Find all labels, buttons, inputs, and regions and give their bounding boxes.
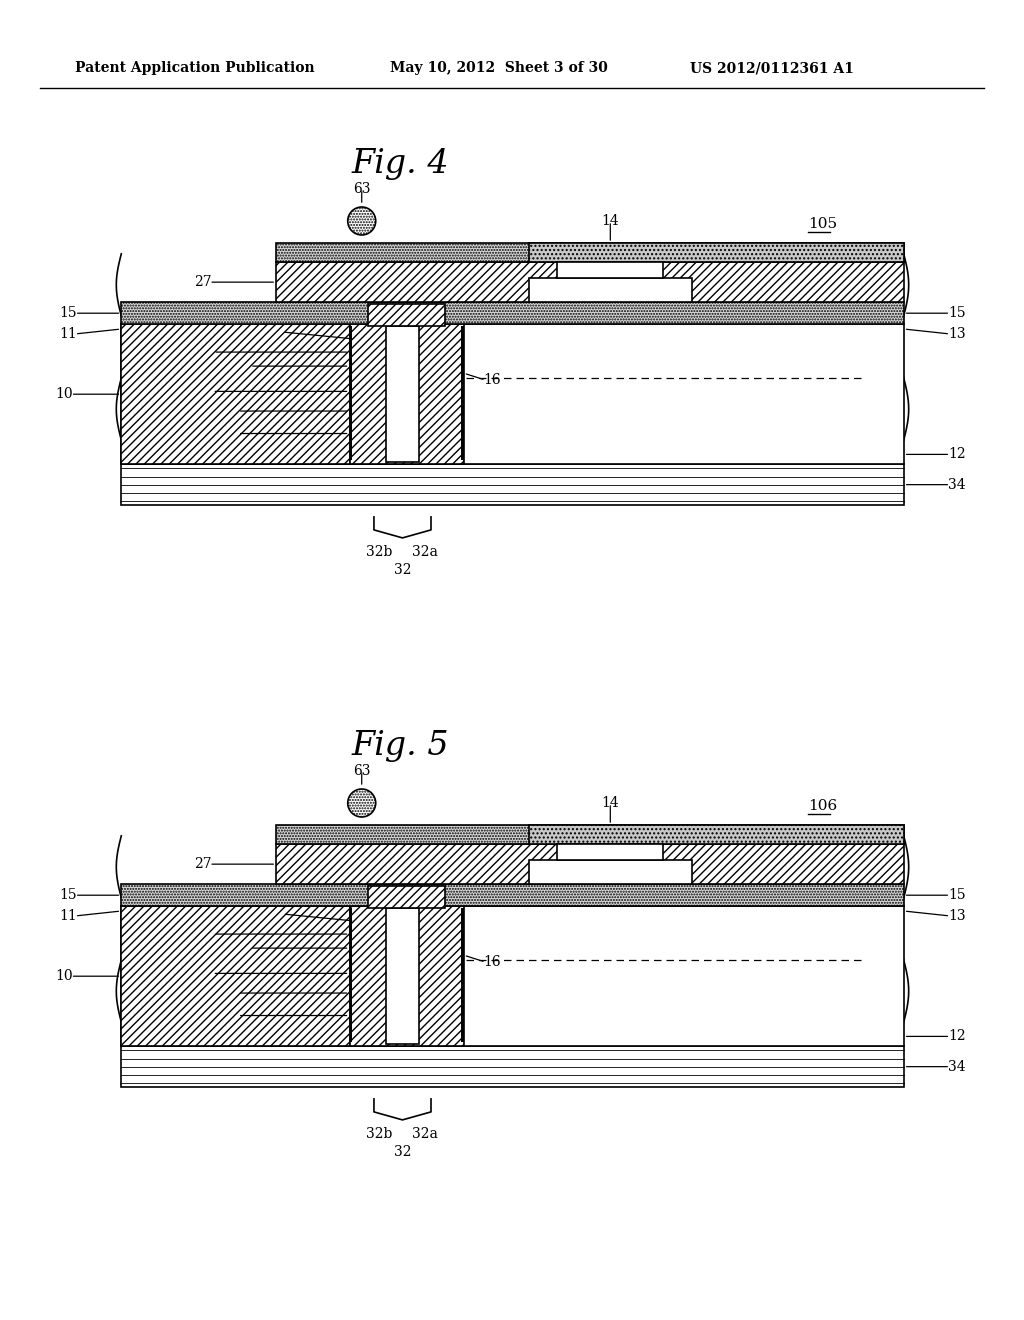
Bar: [528, 861, 692, 884]
Bar: [276, 261, 904, 302]
Text: 12: 12: [948, 447, 966, 462]
Circle shape: [348, 789, 376, 817]
Bar: [368, 887, 445, 908]
Text: 26: 26: [267, 325, 285, 339]
Text: 22p: 22p: [189, 966, 216, 981]
Text: 24: 24: [234, 359, 252, 374]
Text: 34: 34: [948, 478, 966, 491]
Text: 20: 20: [198, 927, 216, 941]
Text: 22p: 22p: [189, 384, 216, 399]
Bar: [121, 906, 349, 1047]
Bar: [276, 243, 904, 261]
Text: 22: 22: [222, 404, 240, 418]
Text: 20: 20: [198, 345, 216, 359]
Bar: [368, 305, 445, 326]
Bar: [121, 465, 904, 504]
Bar: [349, 906, 464, 1047]
Bar: [121, 323, 904, 465]
Bar: [276, 261, 904, 302]
Text: 14: 14: [601, 796, 620, 810]
Text: 32b: 32b: [367, 1127, 392, 1140]
Text: 32: 32: [393, 562, 412, 577]
Bar: [276, 825, 904, 843]
Bar: [528, 243, 904, 261]
Bar: [121, 1047, 904, 1086]
Bar: [276, 243, 904, 261]
Bar: [121, 884, 904, 906]
Bar: [276, 825, 904, 843]
Text: 63: 63: [353, 764, 371, 777]
Text: 10: 10: [55, 387, 73, 401]
Bar: [528, 279, 692, 302]
Bar: [349, 323, 464, 465]
Bar: [349, 906, 464, 1047]
Text: 15: 15: [59, 888, 77, 902]
Text: 63: 63: [353, 182, 371, 195]
Text: 16: 16: [483, 374, 501, 387]
Text: 106: 106: [808, 799, 838, 813]
Text: 16: 16: [483, 956, 501, 969]
Text: 27: 27: [194, 857, 212, 871]
Bar: [276, 843, 904, 884]
Bar: [276, 843, 904, 884]
Bar: [557, 261, 664, 279]
Text: 105: 105: [808, 216, 837, 231]
Text: US 2012/0112361 A1: US 2012/0112361 A1: [690, 61, 854, 75]
Bar: [349, 323, 464, 465]
Text: 11: 11: [59, 909, 77, 923]
Bar: [368, 887, 445, 908]
Text: 14: 14: [601, 214, 620, 228]
Bar: [121, 323, 349, 465]
Text: 24: 24: [234, 941, 252, 956]
Bar: [528, 825, 904, 843]
Text: 34: 34: [948, 1060, 966, 1073]
Bar: [386, 908, 419, 1044]
Text: 15: 15: [948, 888, 966, 902]
Text: Fig. 5: Fig. 5: [351, 730, 449, 762]
Bar: [368, 305, 445, 326]
Bar: [121, 906, 349, 1047]
Text: May 10, 2012  Sheet 3 of 30: May 10, 2012 Sheet 3 of 30: [390, 61, 608, 75]
Text: 13: 13: [948, 909, 966, 923]
Text: 32a: 32a: [413, 545, 438, 558]
Bar: [121, 323, 349, 465]
Text: Patent Application Publication: Patent Application Publication: [75, 61, 314, 75]
Text: 12: 12: [948, 1030, 966, 1043]
Text: 26: 26: [267, 907, 285, 921]
Text: 11: 11: [59, 327, 77, 341]
Text: 27: 27: [194, 275, 212, 289]
Text: 10: 10: [55, 969, 73, 983]
Bar: [121, 884, 904, 906]
Text: 32a: 32a: [413, 1127, 438, 1140]
Bar: [386, 326, 419, 462]
Bar: [121, 302, 904, 323]
Text: 15: 15: [948, 306, 966, 321]
Circle shape: [348, 207, 376, 235]
Bar: [121, 906, 904, 1047]
Bar: [528, 243, 904, 261]
Text: Fig. 4: Fig. 4: [351, 148, 449, 180]
Bar: [528, 825, 904, 843]
Text: 32b: 32b: [367, 545, 392, 558]
Text: 21: 21: [222, 1008, 241, 1023]
Text: 13: 13: [948, 327, 966, 341]
Text: 21: 21: [222, 426, 241, 441]
Text: 32: 32: [393, 1144, 412, 1159]
Bar: [557, 843, 664, 861]
Text: 22: 22: [222, 986, 240, 1001]
Text: 15: 15: [59, 306, 77, 321]
Bar: [121, 302, 904, 323]
